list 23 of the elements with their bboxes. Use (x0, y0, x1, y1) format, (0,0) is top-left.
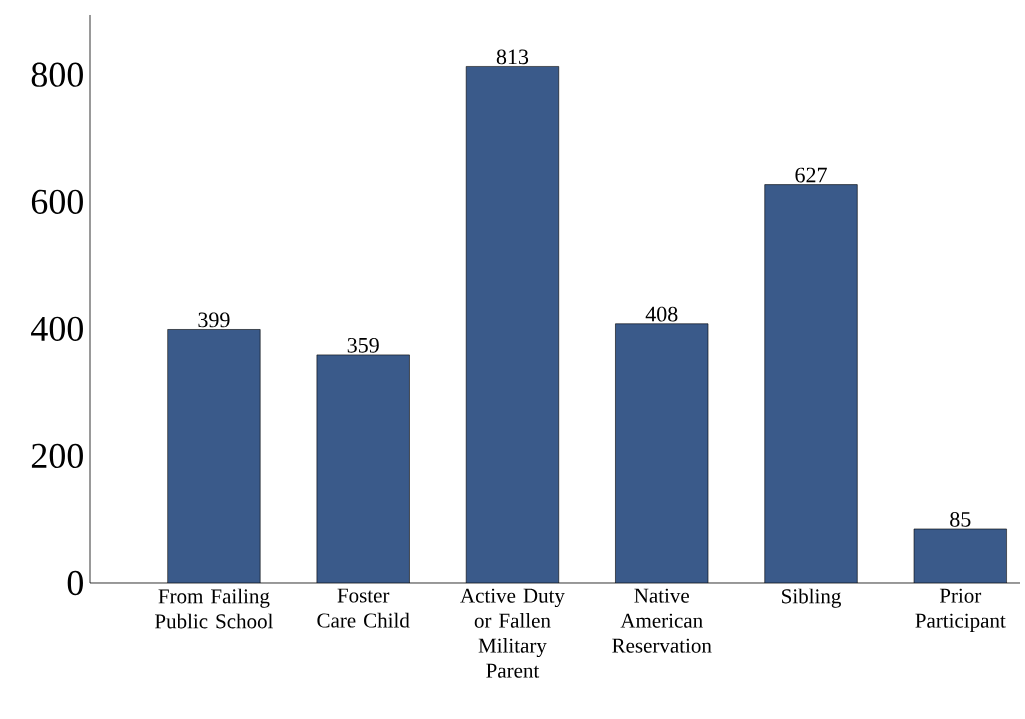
bar (167, 329, 261, 583)
y-tick-label: 800 (31, 62, 83, 87)
bar (465, 66, 560, 583)
x-tick-label: Foster Care Child (317, 588, 410, 628)
data-label: 408 (645, 306, 678, 322)
y-tick-label: 600 (31, 189, 83, 214)
y-tick-label: 400 (31, 316, 83, 341)
data-label: 85 (950, 511, 971, 527)
bar (316, 354, 410, 583)
bar (913, 528, 1007, 583)
x-tick-label: From Failing Public School (155, 588, 273, 629)
data-label: 359 (347, 337, 379, 353)
x-tick-label: Active Duty or Fallen Military Parent (460, 588, 565, 678)
bar (764, 184, 858, 583)
x-tick-label: Native American Reservation (612, 588, 712, 653)
x-tick-label: Prior Participant (915, 588, 1006, 633)
x-tick-label: Sibling (782, 588, 841, 608)
y-tick-label: 200 (31, 443, 83, 469)
data-label: 813 (496, 49, 529, 65)
data-label: 627 (795, 167, 827, 183)
bar (615, 323, 709, 583)
data-label: 399 (198, 312, 230, 328)
y-tick-label: 0 (67, 570, 83, 596)
